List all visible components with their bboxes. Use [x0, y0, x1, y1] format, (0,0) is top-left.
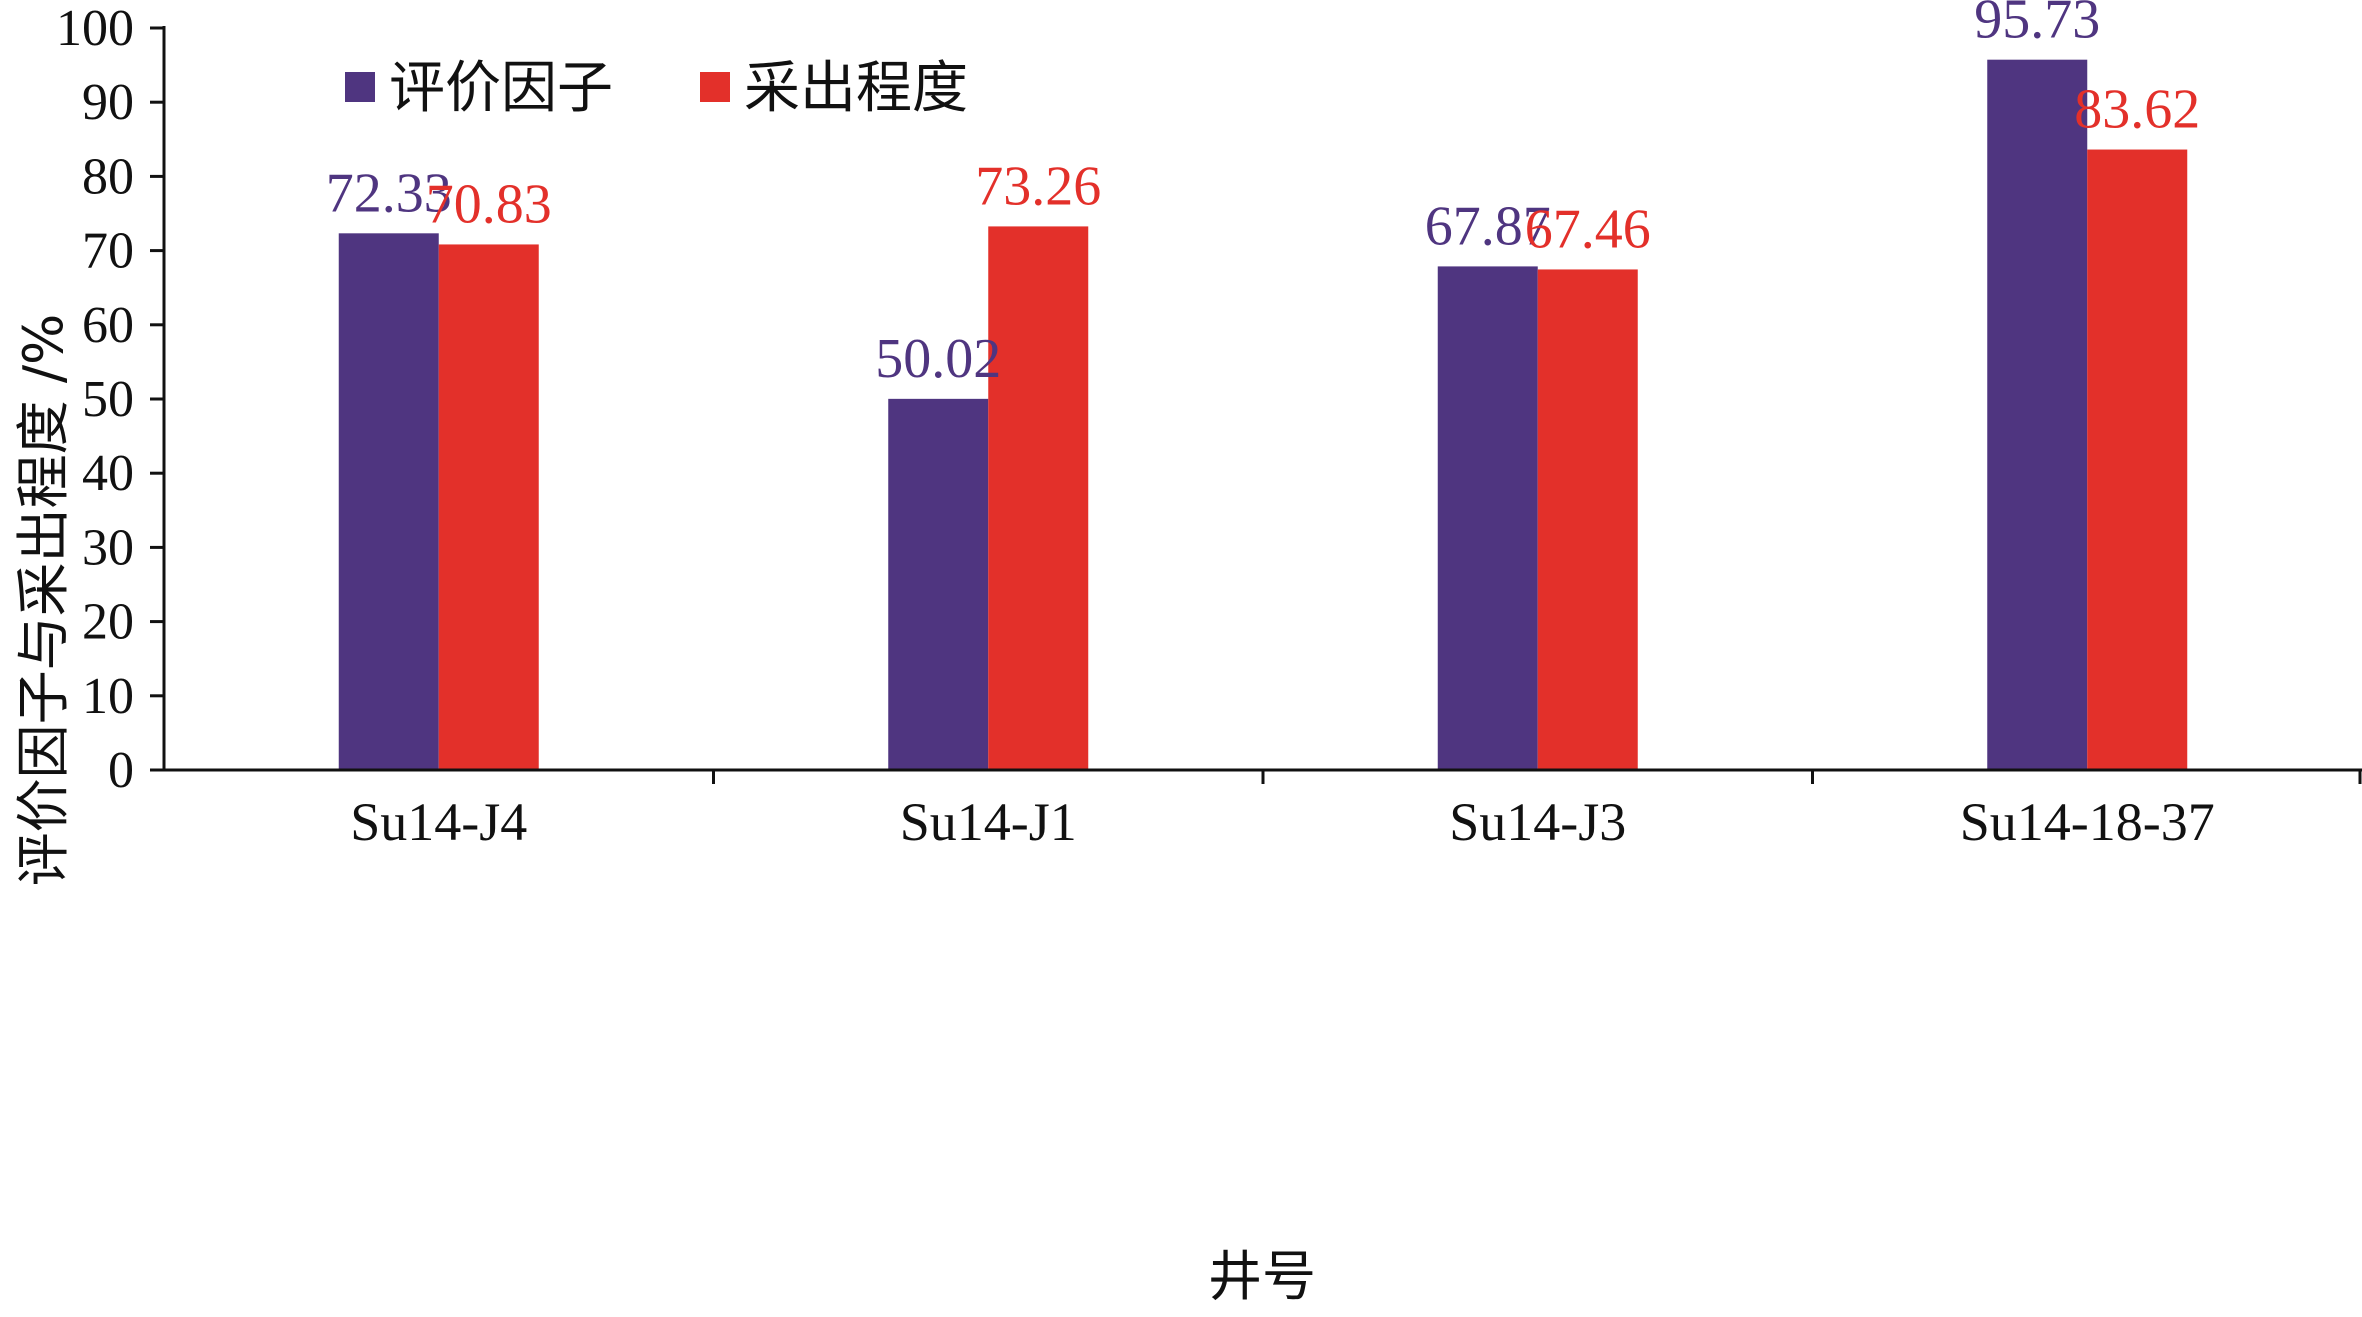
bar-value-label: 83.62 — [2074, 79, 2200, 141]
x-ticks-layer: Su14-J4 Su14-J1 Su14-J3 Su14-18-37 — [350, 770, 2362, 852]
bar-recovery-degree — [988, 226, 1089, 771]
y-ticks-layer: 0 10 20 30 40 50 60 70 80 90 100 — [56, 0, 164, 799]
y-axis-title: 评价因子与采出程度 /% — [12, 314, 75, 887]
y-tick-label: 90 — [82, 74, 134, 131]
bar-recovery-degree — [438, 244, 539, 770]
y-tick-label: 80 — [82, 148, 134, 205]
x-category-label: Su14-J1 — [900, 792, 1077, 852]
bar-value-label: 95.73 — [1974, 0, 2100, 51]
bar-value-label: 70.83 — [426, 173, 552, 235]
y-tick-label: 20 — [82, 594, 134, 651]
bar-recovery-degree — [1537, 269, 1638, 770]
y-tick-label: 30 — [82, 519, 134, 576]
bar-evaluation-factor — [1437, 266, 1538, 770]
bar-recovery-degree — [2087, 149, 2188, 770]
bar-value-label: 67.87 — [1425, 195, 1551, 257]
y-tick-label: 60 — [82, 297, 134, 354]
legend-swatch — [700, 72, 730, 102]
y-tick-label: 40 — [82, 445, 134, 502]
legend-label: 采出程度 — [744, 56, 968, 121]
bar-evaluation-factor — [888, 398, 989, 770]
y-tick-label: 10 — [82, 668, 134, 725]
bar-evaluation-factor — [1987, 59, 2088, 770]
x-category-label: Su14-18-37 — [1960, 792, 2215, 852]
x-category-label: Su14-J4 — [350, 792, 527, 852]
y-tick-label: 50 — [82, 371, 134, 428]
x-axis-title: 井号 — [1208, 1245, 1316, 1308]
legend-swatch — [345, 72, 375, 102]
y-tick-label: 100 — [56, 0, 134, 57]
y-tick-label: 70 — [82, 223, 134, 280]
bar-evaluation-factor — [338, 233, 439, 770]
y-tick-label: 0 — [108, 742, 134, 799]
bars-layer — [338, 59, 2188, 771]
legend: 评价因子 采出程度 — [345, 56, 968, 121]
bar-value-label: 73.26 — [975, 155, 1101, 217]
value-labels-layer: 72.33 50.02 67.87 95.73 70.83 73.26 67.46 83.62 — [326, 0, 2201, 390]
legend-label: 评价因子 — [389, 56, 613, 121]
x-category-label: Su14-J3 — [1449, 792, 1626, 852]
bar-value-label: 67.46 — [1525, 198, 1651, 260]
bar-value-label: 50.02 — [875, 328, 1001, 390]
bar-value-label: 72.33 — [326, 162, 452, 224]
